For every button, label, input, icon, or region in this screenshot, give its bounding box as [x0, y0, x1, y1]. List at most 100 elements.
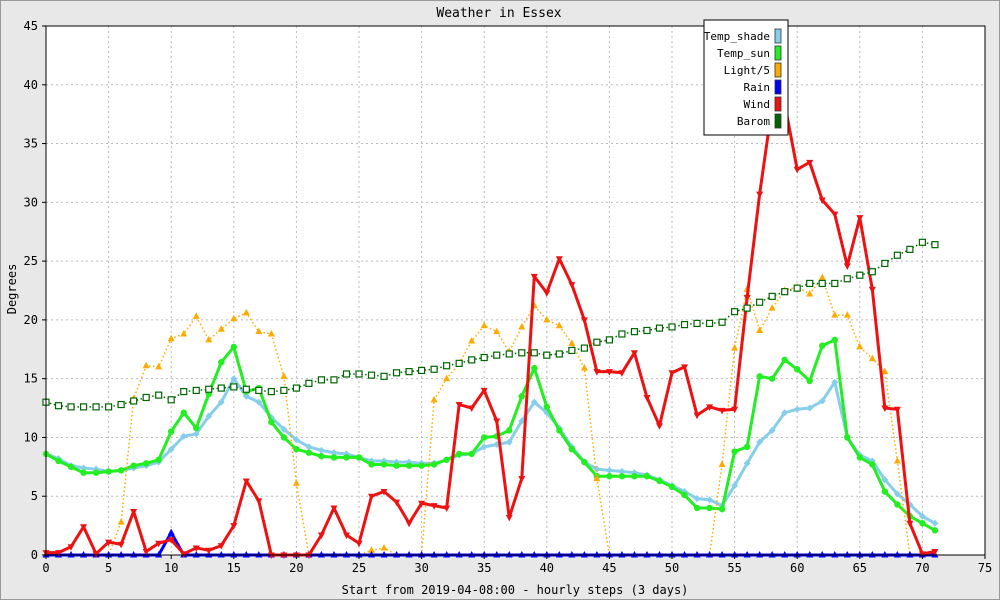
data-point-temp-sun: [743, 443, 751, 451]
data-point-barom: [505, 350, 513, 358]
data-point-temp-sun: [268, 418, 275, 426]
data-point-light-5: [818, 273, 826, 281]
data-point-temp-shade: [768, 426, 776, 434]
data-point-barom: [793, 284, 801, 292]
data-point-temp-sun: [443, 456, 450, 463]
data-point-wind: [117, 541, 125, 549]
data-point-barom: [818, 279, 826, 288]
data-point-light-5: [856, 342, 864, 350]
data-point-temp-shade: [80, 464, 88, 472]
data-point-barom: [430, 365, 438, 373]
data-point-wind: [793, 166, 801, 174]
data-point-wind: [655, 423, 663, 430]
data-point-wind: [317, 532, 325, 540]
data-point-rain: [881, 551, 889, 558]
data-point-temp-sun: [844, 434, 851, 441]
data-point-light-5: [718, 460, 726, 467]
data-point-light-5: [443, 374, 451, 382]
data-point-wind: [706, 404, 714, 411]
data-point-wind: [580, 317, 588, 324]
data-point-rain: [167, 528, 175, 536]
data-point-rain: [706, 551, 714, 558]
data-point-wind: [618, 370, 626, 377]
data-point-temp-sun: [869, 461, 876, 468]
data-point-temp-sun: [606, 473, 613, 480]
data-point-temp-shade: [217, 398, 225, 406]
data-point-rain: [80, 551, 88, 558]
data-point-light-5: [543, 315, 551, 323]
data-point-wind: [418, 500, 426, 508]
data-point-rain: [643, 551, 651, 558]
data-point-temp-shade: [242, 392, 250, 400]
data-point-temp-shade: [205, 412, 213, 420]
data-point-rain: [681, 551, 689, 558]
data-point-rain: [455, 551, 463, 558]
data-point-temp-shade: [330, 449, 338, 457]
data-point-temp-sun: [568, 446, 576, 453]
data-point-rain: [418, 551, 426, 558]
legend-swatch: [774, 113, 782, 129]
data-point-temp-sun: [618, 473, 626, 480]
data-point-barom: [217, 384, 225, 392]
data-point-wind: [731, 406, 739, 414]
data-point-temp-shade: [881, 476, 889, 484]
data-point-rain: [756, 551, 764, 558]
data-point-temp-shade: [180, 432, 188, 440]
data-point-barom: [130, 397, 138, 405]
data-point-wind: [105, 539, 113, 547]
data-point-barom: [931, 241, 939, 249]
data-point-wind: [455, 402, 463, 409]
legend: Temp_shade Temp_sun Light/5 Rain Wind Barom: [703, 19, 789, 136]
data-point-wind: [192, 545, 200, 552]
data-point-light-5: [217, 325, 225, 332]
data-point-rain: [843, 551, 851, 558]
data-point-wind: [756, 191, 764, 199]
data-point-rain: [768, 551, 776, 558]
data-point-temp-sun: [393, 462, 400, 469]
data-point-wind: [693, 412, 701, 420]
data-point-rain: [443, 551, 451, 558]
data-point-rain: [317, 551, 325, 558]
data-point-wind: [543, 290, 551, 297]
y-tick-label: 0: [31, 548, 38, 562]
data-point-barom: [518, 349, 526, 357]
data-point-temp-sun: [781, 356, 788, 364]
data-point-barom: [79, 403, 88, 411]
y-tick-label: 10: [24, 430, 38, 444]
data-point-temp-sun: [67, 463, 75, 471]
data-point-rain: [781, 551, 789, 558]
data-point-rain: [580, 551, 588, 558]
legend-box: [703, 19, 789, 136]
data-point-barom: [630, 328, 639, 336]
x-tick-label: 0: [42, 561, 49, 575]
data-point-wind: [831, 211, 839, 219]
legend-label: Barom: [737, 115, 770, 128]
data-point-rain: [255, 551, 263, 558]
data-point-light-5: [518, 322, 526, 330]
data-point-barom: [618, 330, 626, 338]
data-point-temp-sun: [430, 461, 438, 468]
data-point-barom: [155, 391, 163, 399]
data-point-rain: [856, 551, 864, 558]
data-point-temp-sun: [543, 403, 550, 411]
data-point-temp-sun: [506, 427, 513, 434]
data-point-temp-sun: [831, 336, 838, 344]
data-point-wind: [555, 256, 563, 263]
data-point-light-5: [731, 344, 739, 351]
data-point-temp-shade: [781, 409, 789, 417]
data-point-wind: [368, 493, 376, 501]
data-point-temp-sun: [731, 448, 738, 455]
data-point-rain: [468, 551, 476, 558]
data-point-temp-sun: [418, 462, 425, 469]
data-point-barom: [843, 275, 851, 283]
data-point-rain: [230, 551, 238, 558]
data-point-wind: [643, 394, 651, 402]
data-point-temp-sun: [581, 458, 588, 466]
data-point-temp-sun: [881, 488, 889, 495]
data-point-rain: [105, 551, 113, 558]
data-point-barom: [392, 369, 401, 377]
data-point-temp-shade: [618, 468, 626, 476]
data-point-barom: [455, 359, 463, 367]
data-point-barom: [255, 386, 263, 395]
